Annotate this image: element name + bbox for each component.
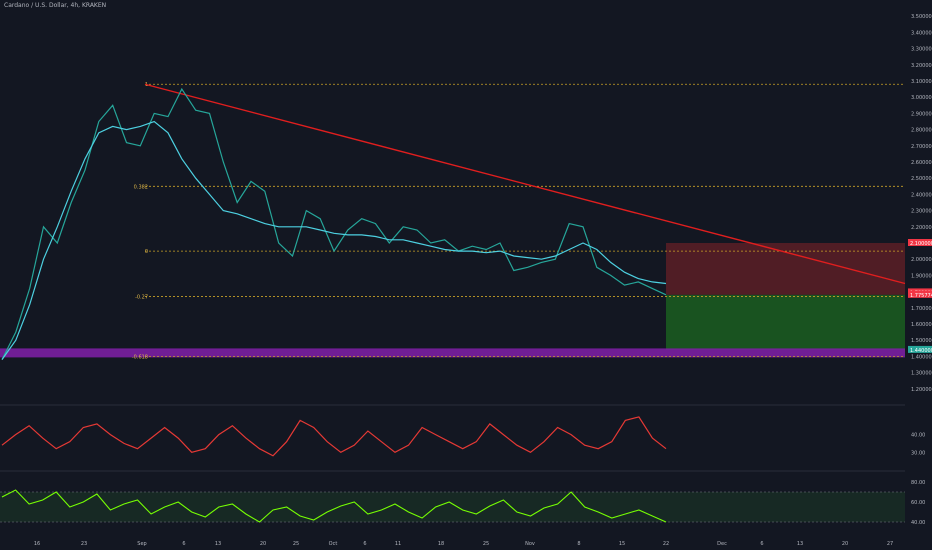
fib-level-label: 0.382 — [134, 184, 148, 190]
take-profit-zone[interactable] — [666, 294, 905, 350]
y-tick-label: 1.600000 — [911, 322, 932, 328]
y-tick-label: 40.00 — [911, 520, 925, 526]
x-tick-label: 25 — [293, 541, 299, 547]
rsi-line[interactable] — [1, 489, 667, 523]
x-tick-label: 27 — [887, 541, 893, 547]
fib-level-label: -0.618 — [132, 354, 148, 360]
x-tick-label: 22 — [663, 541, 669, 547]
price-tag-label: 1.775774 — [910, 293, 932, 299]
y-tick-label: 40.00 — [911, 433, 925, 439]
y-tick-label: 3.500000 — [911, 14, 932, 20]
y-tick-label: 2.900000 — [911, 111, 932, 117]
indicator-line[interactable] — [1, 416, 667, 457]
x-tick-label: 20 — [842, 541, 848, 547]
fib-level-label: -0.27 — [135, 294, 148, 300]
fib-level-label: 0 — [145, 249, 148, 255]
x-tick-label: 6 — [182, 541, 185, 547]
x-tick-label: 16 — [34, 541, 40, 547]
x-tick-label: Nov — [525, 541, 535, 547]
y-tick-label: 1.900000 — [911, 273, 932, 279]
price-tag-label: 1.440000 — [910, 348, 932, 354]
y-tick-label: 3.400000 — [911, 30, 932, 36]
y-tick-label: 2.300000 — [911, 209, 932, 215]
y-tick-label: 1.500000 — [911, 338, 932, 344]
y-tick-label: 80.00 — [911, 480, 925, 486]
x-tick-label: 8 — [577, 541, 580, 547]
x-tick-label: 23 — [81, 541, 87, 547]
y-tick-label: 2.600000 — [911, 160, 932, 166]
price-tag: 1.440000 — [908, 345, 932, 354]
price-tag-bg — [908, 345, 932, 353]
x-tick-label: 20 — [260, 541, 266, 547]
y-tick-label: 2.000000 — [911, 257, 932, 263]
y-tick-label: 2.800000 — [911, 128, 932, 134]
y-tick-label: 3.100000 — [911, 79, 932, 85]
y-tick-label: 1.700000 — [911, 306, 932, 312]
x-tick-label: 18 — [438, 541, 444, 547]
chart-title: Cardano / U.S. Dollar, 4h, KRAKEN — [4, 2, 107, 9]
y-tick-label: 2.700000 — [911, 144, 932, 150]
y-tick-label: 1.400000 — [911, 354, 932, 360]
price-tag: 1.775774 — [908, 290, 932, 299]
x-tick-label: 13 — [797, 541, 803, 547]
x-tick-label: 6 — [760, 541, 763, 547]
y-tick-label: 3.000000 — [911, 95, 932, 101]
x-tick-label: 11 — [395, 541, 401, 547]
price-tag: 2.100000 — [908, 239, 932, 247]
rsi-band — [0, 492, 905, 522]
y-tick-label: 1.300000 — [911, 371, 932, 377]
y-tick-label: 2.400000 — [911, 192, 932, 198]
moving-average-line[interactable] — [1, 120, 667, 360]
trendline[interactable] — [144, 83, 906, 285]
price-tag-label: 2.100000 — [910, 241, 932, 247]
x-tick-label: Sep — [137, 541, 146, 547]
x-tick-label: 25 — [483, 541, 489, 547]
x-tick-label: 13 — [215, 541, 221, 547]
price-tag-bg — [908, 239, 932, 246]
x-tick-label: Oct — [329, 541, 338, 547]
x-tick-label: 6 — [363, 541, 366, 547]
x-tick-label: 15 — [619, 541, 625, 547]
price-tag-bg — [908, 290, 932, 298]
y-tick-label: 2.500000 — [911, 176, 932, 182]
y-tick-label: 60.00 — [911, 500, 925, 506]
price-series[interactable] — [1, 87, 667, 360]
x-tick-label: Dec — [717, 541, 727, 547]
y-tick-label: 30.00 — [911, 450, 925, 456]
fib-extension-band[interactable] — [0, 348, 905, 358]
y-tick-label: 3.300000 — [911, 47, 932, 53]
